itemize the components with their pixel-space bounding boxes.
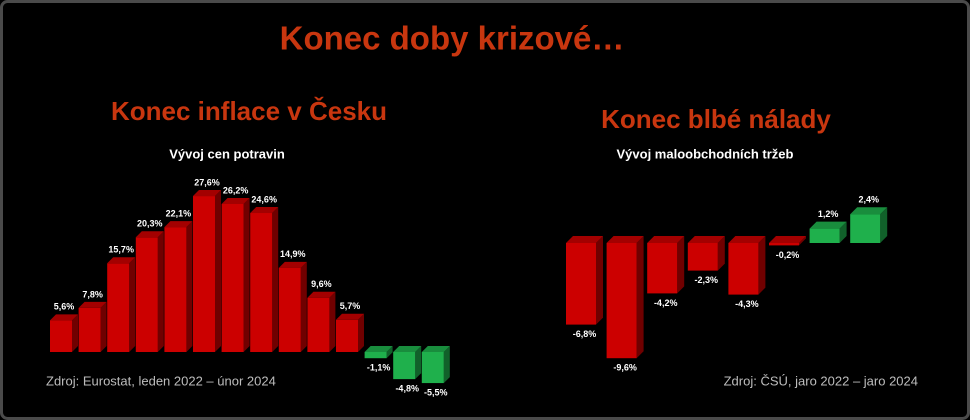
value-label: 1,2% — [818, 209, 839, 219]
bar-top — [221, 197, 250, 204]
bar-side — [386, 346, 393, 359]
bar-top — [78, 301, 107, 308]
bar — [728, 243, 759, 295]
bar — [307, 297, 330, 352]
bar-top — [135, 231, 164, 238]
chart-title: Konec blbé nálady — [601, 104, 831, 134]
value-label: 20,3% — [137, 219, 163, 229]
bar — [50, 320, 72, 352]
chart-title: Konec inflace v Česku — [111, 96, 387, 126]
bar-side — [358, 313, 364, 352]
bar-side — [100, 301, 107, 352]
bar-side — [157, 231, 164, 352]
bar — [164, 227, 187, 352]
bar-side — [636, 236, 644, 359]
bar-side — [839, 221, 847, 243]
value-label: 9,6% — [311, 279, 332, 289]
bar-side — [272, 207, 279, 352]
value-label: 5,6% — [54, 302, 75, 312]
bar-top — [606, 236, 644, 243]
bar — [566, 243, 596, 325]
bar-side — [243, 197, 250, 352]
bar-top — [566, 236, 603, 243]
bar-top — [336, 313, 364, 320]
bar-side — [677, 236, 685, 294]
bar-top — [107, 257, 136, 264]
bar-top — [393, 346, 422, 352]
bar — [606, 243, 637, 359]
bar — [193, 196, 215, 352]
bar-top — [164, 221, 193, 228]
value-label: -1,1% — [367, 363, 391, 373]
bar-side — [72, 314, 78, 352]
bar-top — [809, 221, 847, 229]
bar-top — [250, 207, 279, 214]
bar — [278, 267, 301, 352]
bar — [769, 243, 799, 246]
bar-top — [364, 346, 393, 352]
value-label: 14,9% — [280, 249, 306, 259]
chart-subtitle: Vývoj cen potravin — [169, 146, 285, 161]
value-label: 27,6% — [194, 177, 220, 187]
bar — [107, 263, 130, 352]
bar — [364, 352, 387, 359]
bar — [809, 228, 840, 243]
bar-side — [329, 291, 336, 352]
bar — [850, 214, 881, 243]
bar — [336, 319, 358, 352]
bar-side — [799, 236, 806, 246]
bar — [221, 203, 244, 352]
bar-top — [307, 291, 336, 298]
value-label: -9,6% — [613, 363, 637, 373]
bar — [687, 243, 718, 271]
bar-top — [687, 236, 725, 243]
bar-top — [421, 346, 450, 352]
bar-top — [278, 261, 307, 268]
value-label: -0,2% — [776, 250, 800, 260]
bar-side — [880, 207, 888, 243]
bar-side — [186, 221, 193, 352]
value-label: -4,8% — [395, 383, 419, 393]
value-label: -4,2% — [654, 298, 678, 308]
bar — [250, 213, 273, 352]
bar-side — [758, 236, 766, 295]
value-label: 2,4% — [858, 195, 879, 205]
bar-side — [215, 190, 221, 352]
bar — [78, 307, 101, 352]
value-label: 7,8% — [82, 289, 103, 299]
source-note: Zdroj: ČSÚ, jaro 2022 – jaro 2024 — [724, 373, 918, 388]
bar-side — [415, 346, 422, 380]
value-label: 15,7% — [108, 245, 134, 255]
bar-side — [596, 236, 603, 325]
bar-top — [50, 314, 78, 321]
bar-top — [193, 190, 221, 197]
value-label: -2,3% — [695, 275, 719, 285]
bar — [135, 237, 158, 352]
value-label: -4,3% — [735, 299, 759, 309]
bar — [393, 352, 416, 380]
bar-top — [728, 236, 766, 243]
value-label: 24,6% — [251, 194, 277, 204]
bar-side — [300, 261, 307, 352]
value-label: 22,1% — [166, 209, 192, 219]
value-label: -6,8% — [573, 329, 597, 339]
source-note: Zdroj: Eurostat, leden 2022 – únor 2024 — [46, 373, 276, 388]
value-label: 5,7% — [340, 301, 361, 311]
chart-subtitle: Vývoj maloobchodních tržeb — [617, 146, 794, 161]
bar-top — [850, 207, 888, 215]
bar — [647, 243, 678, 294]
value-label: -5,5% — [424, 387, 448, 397]
bar-top — [647, 236, 685, 243]
bar-top — [769, 236, 806, 243]
bar — [421, 352, 444, 384]
bar-side — [129, 257, 136, 352]
bar-side — [443, 346, 450, 384]
slide-title: Konec doby krizové… — [280, 20, 625, 57]
bar-side — [717, 236, 725, 271]
value-label: 26,2% — [223, 185, 249, 195]
